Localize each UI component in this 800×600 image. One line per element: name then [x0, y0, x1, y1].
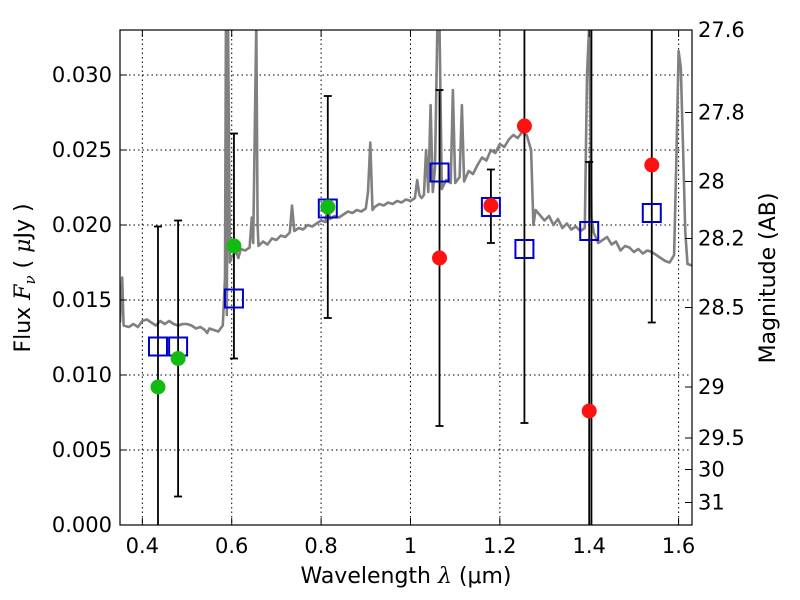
y-tick-label: 0.030: [52, 63, 112, 87]
x-tick-label: 1.4: [573, 534, 606, 558]
y-axis-label: Flux Fν ( μJy ): [11, 203, 39, 352]
data-markers: [147, 118, 662, 419]
x-axis-label: Wavelength λ (μm): [300, 564, 511, 589]
y-tick-label: 0.005: [52, 438, 112, 462]
axis-ticks: 0.4 0.6 0.8 1 1.2 1.4 1.6 0.000 0.005 0.010 0.015 0…: [52, 18, 745, 558]
y-tick-label: 0.025: [52, 138, 112, 162]
data-circle-marker: [516, 118, 532, 134]
y2-tick-label: 29: [698, 375, 725, 399]
y2-tick-label: 27.8: [698, 101, 745, 125]
y2-tick-label: 28: [698, 170, 725, 194]
data-circle-marker: [170, 351, 186, 366]
template-line: [120, 30, 692, 335]
y-tick-label: 0.000: [52, 513, 112, 537]
data-circle-marker: [483, 198, 499, 213]
data-circle-marker: [320, 199, 336, 215]
plot-frame: [119, 29, 693, 526]
data-circle-marker: [644, 157, 660, 173]
x-tick-label: 1: [404, 534, 417, 558]
y2-tick-label: 28.2: [698, 227, 745, 251]
x-tick-label: 0.8: [304, 534, 337, 558]
y2-tick-label: 31: [698, 491, 725, 515]
y2-tick-label: 29.5: [698, 426, 745, 450]
y-tick-label: 0.015: [52, 288, 112, 312]
model-square-marker: [223, 288, 244, 309]
model-square-marker: [514, 239, 535, 259]
y2-tick-label: 30: [698, 458, 725, 482]
x-tick-label: 0.6: [215, 534, 248, 558]
grid-lines: [120, 30, 692, 526]
y-tick-label: 0.010: [52, 363, 112, 387]
data-circle-marker: [150, 379, 166, 395]
model-square-marker: [147, 336, 168, 357]
model-square-marker: [579, 221, 600, 241]
y2-tick-label: 28.5: [698, 296, 745, 320]
y2-tick-label: 27.6: [698, 18, 745, 42]
x-tick-label: 0.4: [126, 534, 159, 558]
x-tick-label: 1.2: [483, 534, 516, 558]
data-circle-marker: [581, 403, 597, 419]
x-tick-label: 1.6: [662, 534, 695, 558]
y2-axis-label: Magnitude (AB): [756, 193, 781, 364]
data-circle-marker: [226, 238, 242, 254]
model-square-marker: [641, 203, 662, 223]
model-square-marker: [429, 162, 450, 183]
data-circle-marker: [432, 250, 448, 266]
y-tick-label: 0.020: [52, 213, 112, 237]
template-spectrum: [120, 30, 692, 335]
